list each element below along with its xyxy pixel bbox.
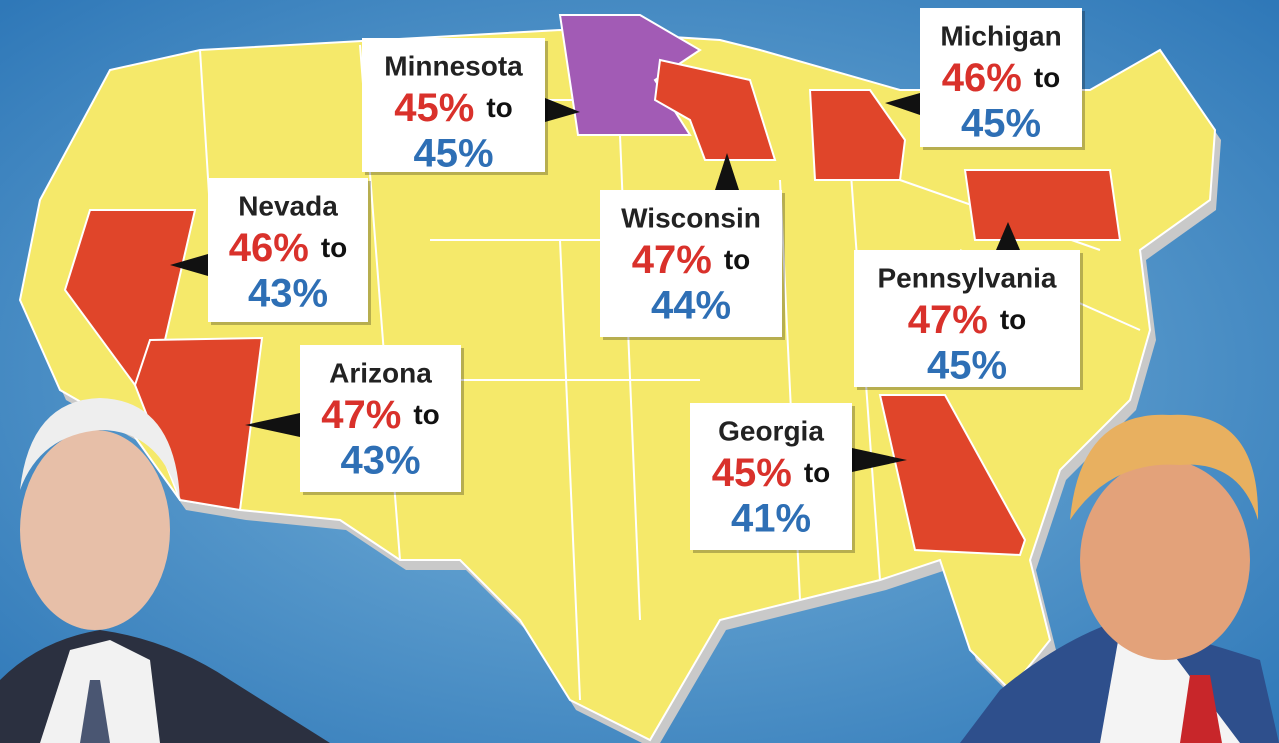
state-name: Georgia (718, 415, 824, 446)
state-name: Michigan (940, 20, 1061, 51)
state-name: Wisconsin (621, 202, 761, 233)
poll-label: Georgia 45% to 41% (690, 403, 907, 553)
poll-label: Michigan 46% to 45% (885, 8, 1085, 150)
poll-line: 45% to (394, 86, 513, 130)
connector: to (413, 399, 439, 430)
connector: to (1034, 62, 1060, 93)
red-share: 45% (712, 451, 792, 495)
red-share: 46% (229, 226, 309, 270)
state-georgia (878, 394, 1027, 557)
blue-share: 45% (413, 132, 493, 176)
poll-label: Nevada 46% to 43% (170, 178, 371, 325)
state-name: Arizona (329, 357, 432, 388)
candidate-left (0, 398, 330, 743)
state-pennsylvania (963, 169, 1122, 241)
poll-label: Wisconsin 47% to 44% (600, 153, 785, 340)
connector: to (1000, 304, 1026, 335)
poll-label: Arizona 47% to 43% (245, 345, 464, 495)
label-arrow (885, 93, 920, 115)
label-arrow (170, 254, 208, 276)
red-share: 47% (632, 238, 712, 282)
label-arrow (715, 153, 739, 190)
state-name: Nevada (238, 190, 338, 221)
poll-line: 47% to (632, 238, 751, 282)
poll-line: 47% to (908, 298, 1027, 342)
connector: to (486, 92, 512, 123)
label-box (920, 8, 1082, 147)
label-box (690, 403, 852, 550)
connector: to (804, 457, 830, 488)
poll-labels: Minnesota 45% to 45% Michigan 46% to 45% Nevada 4… (170, 8, 1085, 553)
red-share: 46% (942, 56, 1022, 100)
blue-share: 45% (927, 344, 1007, 388)
poll-label: Minnesota 45% to 45% (362, 38, 580, 176)
red-share: 47% (908, 298, 988, 342)
label-box (300, 345, 461, 492)
label-box (854, 250, 1080, 387)
state-michigan (808, 89, 907, 181)
label-arrow (852, 448, 907, 472)
label-box (600, 190, 782, 337)
candidate-right (960, 414, 1279, 743)
poll-line: 47% to (321, 393, 440, 437)
label-box (362, 38, 545, 172)
poll-line: 46% to (229, 226, 348, 270)
state-wisconsin (653, 58, 777, 161)
label-arrow (545, 98, 580, 122)
blue-share: 44% (651, 284, 731, 328)
blue-share: 43% (248, 272, 328, 316)
red-share: 45% (394, 86, 474, 130)
red-share: 47% (321, 393, 401, 437)
blue-share: 41% (731, 497, 811, 541)
state-name: Minnesota (384, 50, 523, 81)
state-arizona (133, 336, 264, 512)
blue-share: 45% (961, 102, 1041, 146)
connector: to (321, 232, 347, 263)
connector: to (724, 244, 750, 275)
label-arrow (245, 413, 300, 437)
blue-share: 43% (340, 439, 420, 483)
state-name: Pennsylvania (878, 262, 1057, 293)
label-box (208, 178, 368, 322)
poll-label: Pennsylvania 47% to 45% (854, 222, 1083, 390)
label-arrow (996, 222, 1020, 250)
poll-line: 45% to (712, 451, 831, 495)
poll-line: 46% to (942, 56, 1061, 100)
